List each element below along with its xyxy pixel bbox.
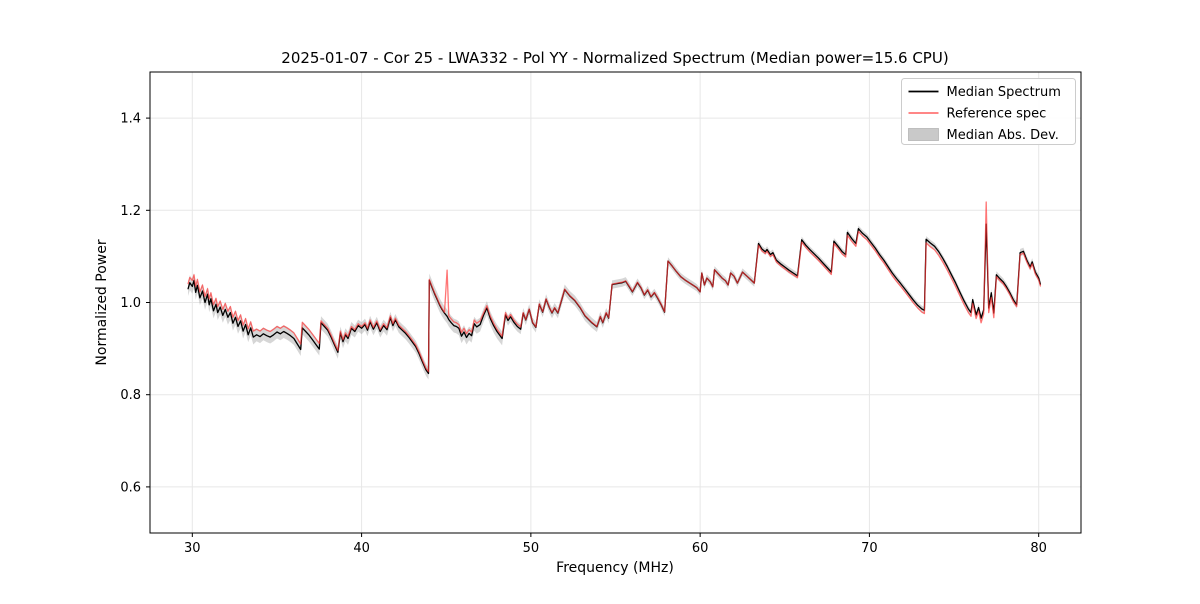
series-layer — [187, 201, 1042, 375]
legend-patch-sample — [908, 128, 939, 141]
x-tick-label: 70 — [861, 541, 878, 556]
tick-layer: 30 40 50 60 70 80 0.6 0.8 1.0 1.2 1.4 — [120, 112, 1047, 556]
x-tick-label: 80 — [1030, 541, 1047, 556]
x-tick-label: 50 — [523, 541, 540, 556]
legend: Median Spectrum Reference spec Median Abs.… — [901, 78, 1076, 145]
y-tick-label: 1.4 — [120, 112, 141, 127]
legend-box — [901, 78, 1076, 145]
x-axis-label: Frequency (MHz) — [556, 560, 674, 576]
legend-entry-label: Median Spectrum — [947, 85, 1061, 100]
y-tick-label: 1.2 — [120, 204, 141, 219]
x-tick-label: 30 — [184, 541, 201, 556]
y-tick-label: 1.0 — [120, 296, 141, 311]
y-axis-label: Normalized Power — [94, 239, 110, 365]
median-spectrum-line — [187, 223, 1042, 375]
legend-entry-label: Median Abs. Dev. — [947, 128, 1059, 143]
x-tick-label: 60 — [692, 541, 709, 556]
x-tick-label: 40 — [353, 541, 370, 556]
reference-spec-line — [187, 201, 1042, 373]
legend-entry-label: Reference spec — [947, 107, 1047, 122]
grid-layer — [150, 72, 1081, 533]
chart-title: 2025-01-07 - Cor 25 - LWA332 - Pol YY - … — [281, 49, 948, 67]
y-tick-label: 0.8 — [120, 388, 141, 403]
y-tick-label: 0.6 — [120, 480, 141, 495]
